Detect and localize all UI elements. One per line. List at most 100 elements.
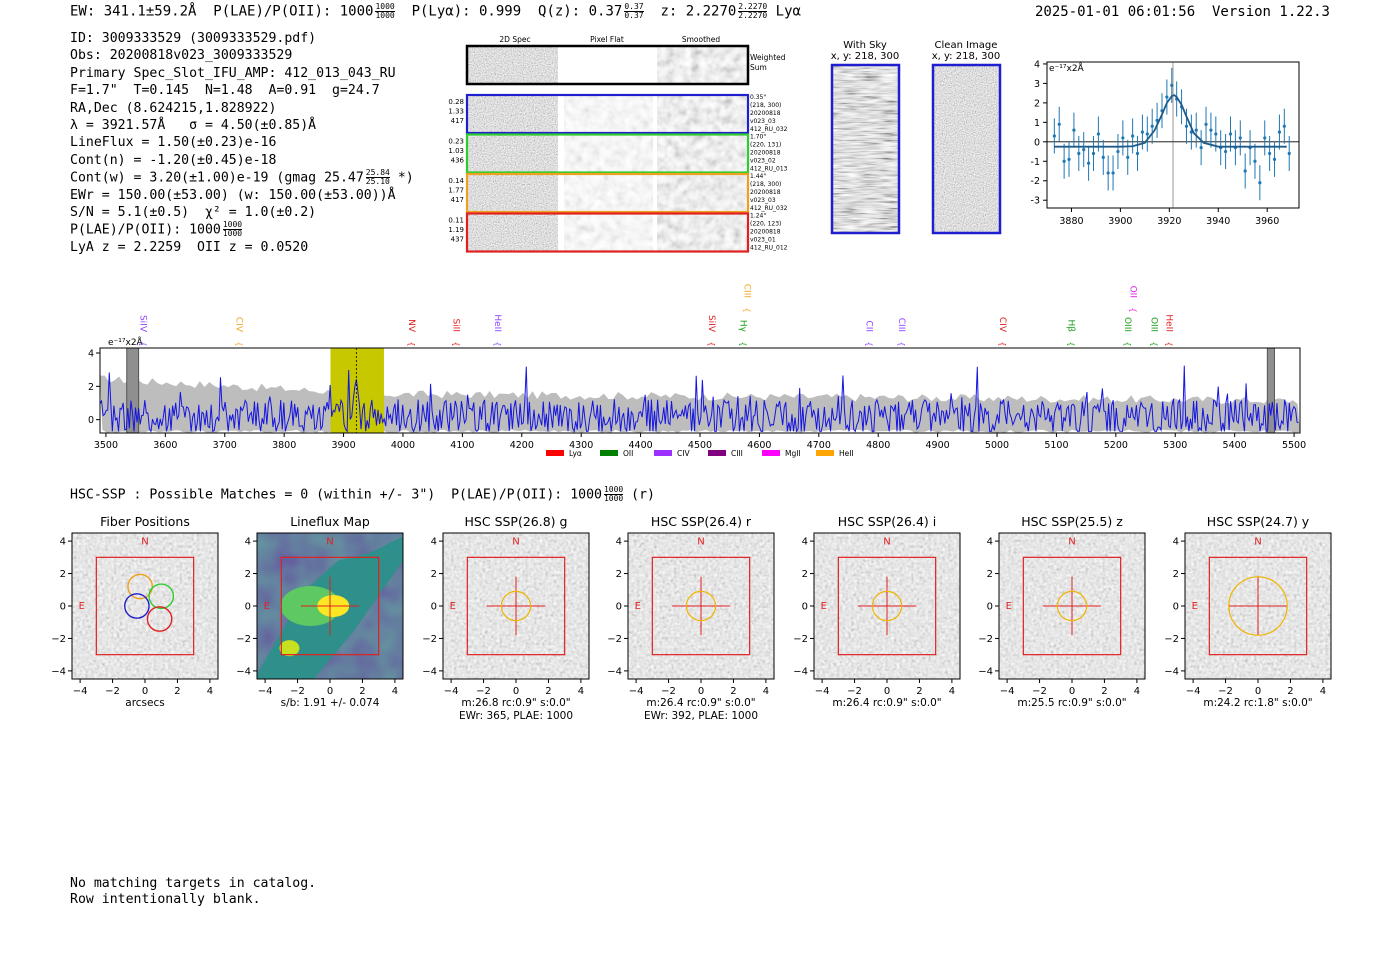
zoom-xtick-label: 3940 — [1206, 216, 1230, 227]
hsc-panel-title: HSC SSP(25.5) z — [1021, 514, 1123, 529]
row-2dspec — [468, 174, 558, 212]
hsc-ytick-label: 0 — [245, 602, 251, 613]
row-weight-label: 417 — [451, 196, 464, 204]
row-smoothed — [657, 95, 747, 133]
zoom-fit-line — [1054, 94, 1287, 148]
full-xtick-label: 4200 — [510, 440, 534, 451]
zoom-ylabel: e⁻¹⁷x2Å — [1049, 62, 1085, 74]
hsc-xtick-label: 4 — [392, 686, 398, 697]
hsc-ytick-label: −4 — [978, 666, 993, 677]
plae-fraction: 1000 1000 — [375, 2, 395, 20]
hsc-ytick-label: 2 — [1173, 569, 1179, 580]
zoom-point — [1170, 83, 1174, 87]
row-fiber-label: 1.24" — [750, 213, 766, 220]
east-label: E — [450, 601, 456, 612]
hsc-xtick-label: 0 — [1069, 686, 1075, 697]
row-fiber-label: 0.35" — [750, 94, 766, 101]
line-marker-bracket: { — [235, 341, 244, 346]
full-xtick-label: 4700 — [807, 440, 831, 451]
line-marker-label: NV — [406, 319, 416, 333]
row-fiber-label: 412_RU_013 — [750, 166, 788, 173]
full-ylabel: e⁻¹⁷x2Å — [108, 336, 144, 348]
line-marker-label: CIII — [896, 318, 906, 332]
legend-swatch — [816, 450, 834, 456]
hsc-xtick-label: −2 — [290, 686, 305, 697]
row-weight-label: 0.28 — [448, 98, 464, 106]
line-marker-label: CIV — [234, 317, 244, 333]
row-weight-label: 1.77 — [448, 187, 464, 195]
line-marker-bracket: { — [1150, 341, 1159, 346]
zoom-xtick-label: 3920 — [1157, 216, 1181, 227]
spectra-cutouts: 2D Spec Pixel Flat Smoothed Weighted Sum… — [448, 35, 1002, 253]
zoom-point — [1238, 136, 1242, 140]
north-label: N — [326, 536, 333, 547]
withsky-coords: x, y: 218, 300 — [831, 51, 900, 62]
zoom-point — [1204, 122, 1208, 126]
zoom-point — [1277, 130, 1282, 134]
zoom-ytick-label: 2 — [1034, 98, 1040, 109]
hsc-ytick-label: −4 — [236, 666, 251, 677]
timestamp-version: 2025-01-01 06:01:56 Version 1.22.3 — [1034, 4, 1330, 20]
line-marker-label: HeII — [1163, 314, 1173, 332]
hsc-xtick-label: 4 — [1134, 686, 1140, 697]
line-marker-bracket: { — [138, 341, 147, 346]
plya-value: P(Lyα): 0.999 — [411, 3, 522, 20]
hsc-ytick-label: −4 — [51, 666, 66, 677]
weighted-label: Weighted — [750, 53, 786, 62]
hsc-panel-title: HSC SSP(26.4) i — [838, 514, 936, 529]
hsc-xtick-label: 2 — [174, 686, 180, 697]
line-marker-bracket: { — [1066, 341, 1075, 346]
line-marker-bracket: { — [407, 341, 416, 346]
qz-fraction: 0.37 0.37 — [624, 2, 644, 20]
col-smoothed-label: Smoothed — [682, 35, 721, 44]
hsc-xtick-label: −2 — [847, 686, 862, 697]
legend-swatch — [546, 450, 564, 456]
hsc-panel-title: Lineflux Map — [290, 514, 370, 529]
row-fiber-label: 412_RU_032 — [750, 126, 788, 133]
line-marker-label: Hβ — [1065, 319, 1075, 332]
east-label: E — [1192, 601, 1198, 612]
line-zoom-chart: -3 -2 -1 0 1 2 3 4 3880 3900 3920 3940 3960 e⁻¹⁷x2Å — [1031, 59, 1300, 227]
zoom-point — [1209, 128, 1213, 132]
row-weight-label: 417 — [451, 117, 464, 125]
full-ytick-label: 2 — [88, 382, 94, 393]
info-plae: P(LAE)/P(OII): 1000 1000 1000 — [70, 220, 243, 239]
line-marker-label: CIII — [742, 284, 752, 298]
z-fraction: 2.2270 2.2270 — [738, 2, 768, 20]
hsc-image — [72, 533, 218, 679]
zoom-point — [1253, 159, 1257, 163]
zoom-point — [1228, 132, 1233, 136]
info-contw: Cont(w) = 3.20(±1.00)e-19 (gmag 25.47 25.… — [70, 168, 414, 187]
footer-line-1: No matching targets in catalog. — [70, 876, 317, 891]
hsc-ytick-label: −2 — [978, 634, 993, 645]
hsc-ytick-label: 0 — [1173, 602, 1179, 613]
zoom-point — [1126, 155, 1130, 159]
hsc-ytick-label: 4 — [616, 537, 622, 548]
zoom-point — [1091, 151, 1096, 156]
line-marker-bracket: { — [1164, 341, 1173, 346]
withsky-frame — [830, 63, 901, 235]
z-line-label: Lyα — [775, 3, 801, 20]
zoom-ytick-label: -1 — [1031, 157, 1040, 168]
hsc-xtick-label: 2 — [1287, 686, 1293, 697]
detection-info: ID: 3009333529 (3009333529.pdf) Obs: 202… — [70, 30, 414, 256]
noise-band — [100, 375, 1300, 433]
footer-notes: No matching targets in catalog. Row inten… — [70, 876, 316, 908]
row-fiber-label: 412_RU_012 — [750, 245, 788, 252]
hsc-xtick-label: 2 — [545, 686, 551, 697]
full-xtick-label: 4500 — [688, 440, 712, 451]
fiber-circle — [146, 606, 173, 632]
full-xtick-label: 4400 — [629, 440, 653, 451]
zoom-point — [1077, 151, 1081, 156]
zoom-point — [1184, 124, 1189, 128]
east-label: E — [1006, 601, 1012, 612]
row-flat — [564, 134, 653, 173]
north-label: N — [883, 536, 890, 547]
zoom-point — [1258, 181, 1262, 185]
ew-value: EW: 341.1±59.2Å — [70, 3, 197, 20]
full-ytick-label: 0 — [88, 415, 94, 426]
row-weight-label: 1.03 — [448, 147, 464, 155]
hsc-caption: s/b: 1.91 +/- 0.074 — [281, 697, 380, 709]
legend-label: CIV — [677, 449, 690, 458]
